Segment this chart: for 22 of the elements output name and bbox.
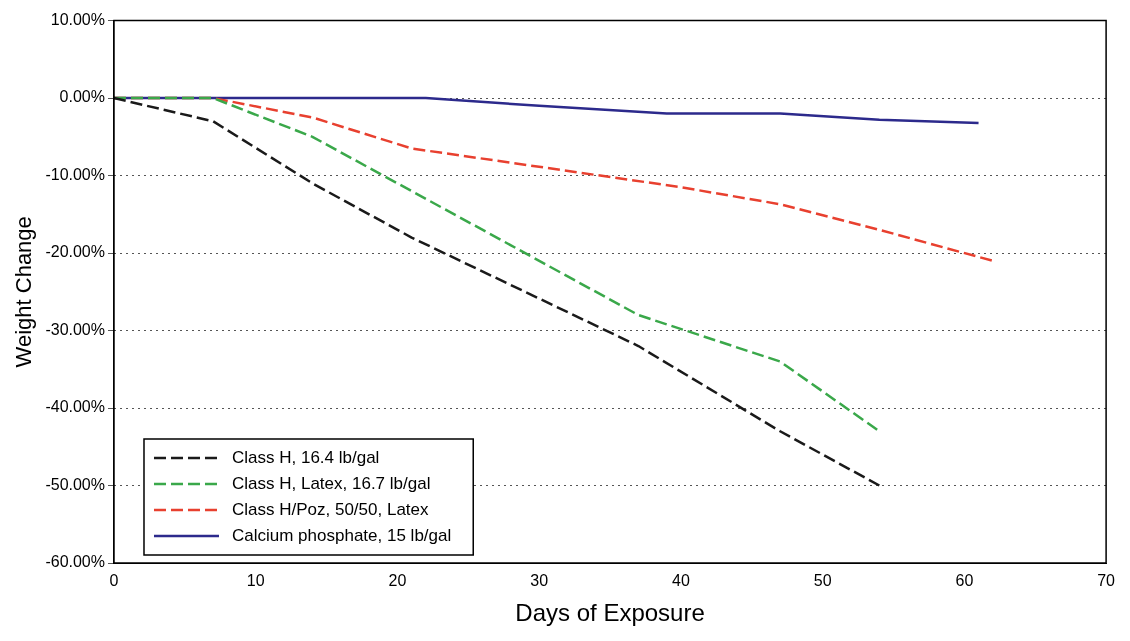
x-tick-label: 20 <box>388 572 407 590</box>
x-tick-label: 10 <box>246 572 265 590</box>
legend-label: Class H, 16.4 lb/gal <box>231 447 380 467</box>
x-tick-label: 70 <box>1097 572 1116 590</box>
y-tick-label: -10.00% <box>45 165 105 183</box>
y-axis-title: Weight Change <box>11 216 37 368</box>
x-tick-label: 0 <box>109 572 119 590</box>
y-tick-label: -20.00% <box>45 243 105 261</box>
legend-label: Calcium phosphate, 15 lb/gal <box>231 525 452 545</box>
y-tick-label: -30.00% <box>45 320 105 338</box>
y-tick-label: -60.00% <box>45 553 105 571</box>
x-tick-label: 40 <box>672 572 690 590</box>
x-tick-label: 60 <box>955 572 974 590</box>
x-tick-label: 50 <box>813 572 832 590</box>
y-tick-label: 10.00% <box>50 11 105 29</box>
x-axis-title: Days of Exposure <box>515 599 705 627</box>
y-tick-label: -50.00% <box>45 475 105 493</box>
y-tick-label: 0.00% <box>59 88 105 106</box>
x-tick-label: 30 <box>530 572 549 590</box>
y-tick-label: -40.00% <box>45 398 105 416</box>
legend-label: Class H/Poz, 50/50, Latex <box>231 499 430 519</box>
legend-label: Class H, Latex, 16.7 lb/gal <box>231 473 431 493</box>
